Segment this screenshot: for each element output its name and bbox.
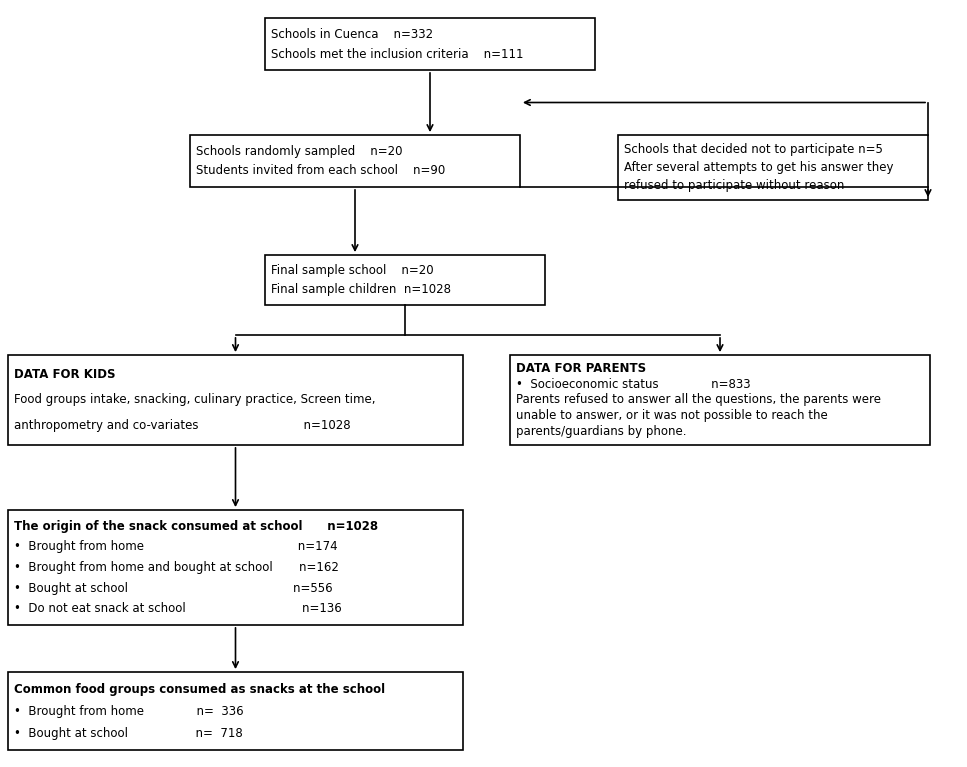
Text: parents/guardians by phone.: parents/guardians by phone. — [516, 425, 687, 438]
Bar — [618, 135, 928, 200]
Bar — [8, 510, 463, 625]
Text: DATA FOR PARENTS: DATA FOR PARENTS — [516, 362, 646, 375]
Text: Food groups intake, snacking, culinary practice, Screen time,: Food groups intake, snacking, culinary p… — [14, 393, 375, 407]
Text: Schools met the inclusion criteria    n=111: Schools met the inclusion criteria n=111 — [271, 48, 523, 61]
Bar — [190, 135, 520, 187]
Text: •  Bought at school                  n=  718: • Bought at school n= 718 — [14, 726, 243, 739]
Text: •  Brought from home and bought at school       n=162: • Brought from home and bought at school… — [14, 561, 338, 574]
Text: Final sample children  n=1028: Final sample children n=1028 — [271, 283, 451, 296]
Bar — [8, 355, 463, 445]
Text: •  Brought from home              n=  336: • Brought from home n= 336 — [14, 705, 244, 717]
Text: DATA FOR KIDS: DATA FOR KIDS — [14, 367, 115, 380]
Text: •  Brought from home                                         n=174: • Brought from home n=174 — [14, 541, 337, 554]
Text: Common food groups consumed as snacks at the school: Common food groups consumed as snacks at… — [14, 683, 385, 696]
Text: •  Socioeconomic status              n=833: • Socioeconomic status n=833 — [516, 378, 750, 391]
Text: Schools that decided not to participate n=5: Schools that decided not to participate … — [624, 143, 883, 156]
Text: Final sample school    n=20: Final sample school n=20 — [271, 264, 433, 277]
Text: Schools randomly sampled    n=20: Schools randomly sampled n=20 — [196, 144, 402, 157]
Text: After several attempts to get his answer they: After several attempts to get his answer… — [624, 161, 894, 174]
Text: Schools in Cuenca    n=332: Schools in Cuenca n=332 — [271, 28, 433, 41]
Bar — [510, 355, 930, 445]
Bar — [265, 255, 545, 305]
Bar — [8, 672, 463, 750]
Text: The origin of the snack consumed at school      n=1028: The origin of the snack consumed at scho… — [14, 520, 378, 533]
Text: refused to participate without reason: refused to participate without reason — [624, 179, 844, 192]
Text: Students invited from each school    n=90: Students invited from each school n=90 — [196, 164, 445, 177]
Text: Parents refused to answer all the questions, the parents were: Parents refused to answer all the questi… — [516, 393, 881, 407]
Text: •  Do not eat snack at school                               n=136: • Do not eat snack at school n=136 — [14, 602, 341, 615]
Text: unable to answer, or it was not possible to reach the: unable to answer, or it was not possible… — [516, 409, 828, 422]
Bar — [265, 18, 595, 70]
Text: •  Bought at school                                            n=556: • Bought at school n=556 — [14, 581, 333, 594]
Text: anthropometry and co-variates                            n=1028: anthropometry and co-variates n=1028 — [14, 420, 351, 433]
